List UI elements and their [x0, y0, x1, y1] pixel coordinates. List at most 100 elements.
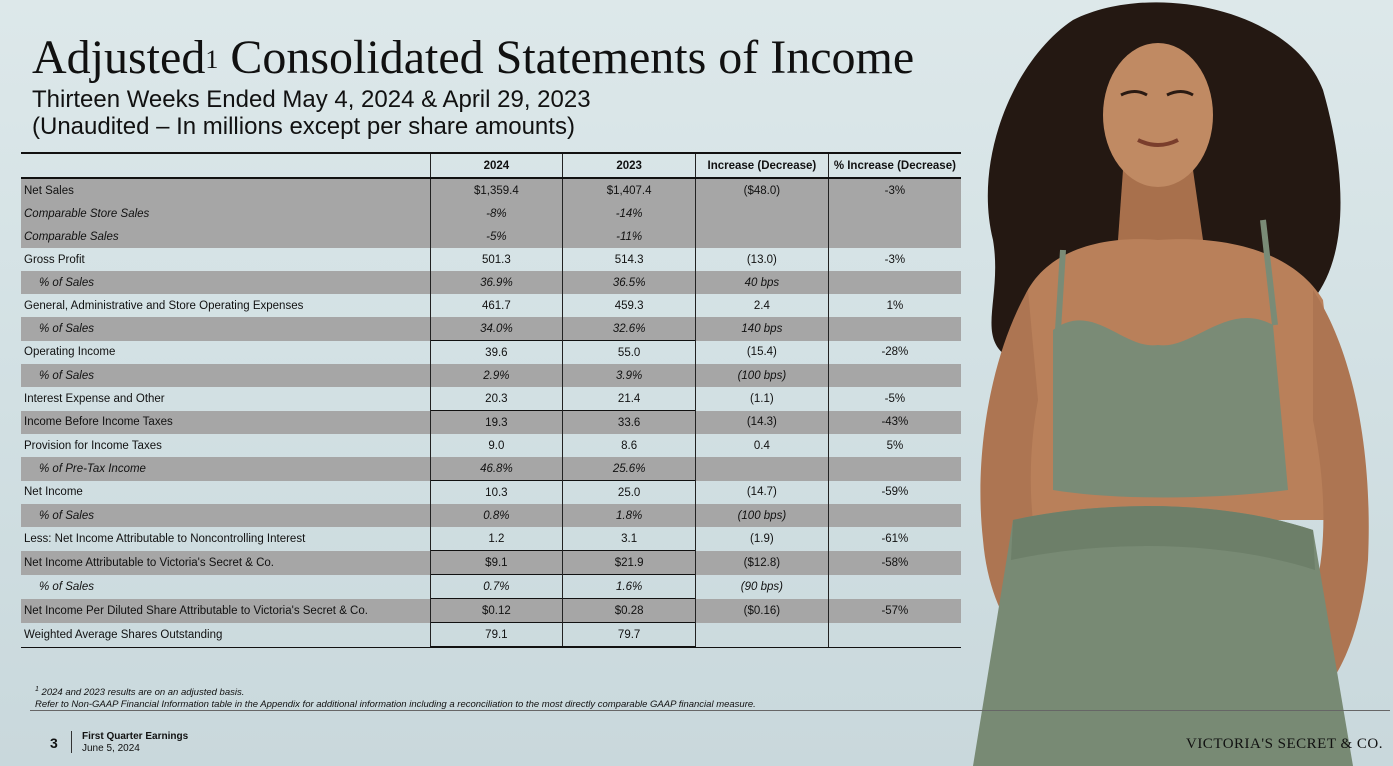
- cell-pct: [827, 317, 961, 341]
- page-title: Adjusted1 Consolidated Statements of Inc…: [32, 31, 915, 84]
- table-row: % of Sales 34.0% 32.6% 140 bps: [21, 317, 961, 341]
- cell-2023: $21.9: [562, 550, 696, 575]
- footer-divider: [30, 710, 1390, 711]
- cell-change: [695, 457, 829, 481]
- cell-change: (14.7): [695, 480, 829, 504]
- cell-pct: [827, 574, 961, 599]
- cell-2023: $0.28: [562, 598, 696, 623]
- row-label: Net Income Per Diluted Share Attributabl…: [21, 598, 430, 623]
- cell-change: (1.1): [695, 387, 829, 411]
- shorts: [973, 506, 1353, 766]
- cell-change: (13.0): [695, 248, 829, 271]
- row-label: % of Sales: [21, 364, 430, 387]
- table-row: Operating Income 39.6 55.0 (15.4) -28%: [21, 340, 961, 364]
- table-row: Interest Expense and Other 20.3 21.4 (1.1) -…: [21, 387, 961, 411]
- table-row: Comparable Store Sales -8% -14%: [21, 202, 961, 225]
- cell-change: 40 bps: [695, 271, 829, 294]
- cell-2023: 21.4: [562, 387, 696, 411]
- cell-change: (1.9): [695, 527, 829, 551]
- cell-2024: $9.1: [429, 550, 563, 575]
- row-label: Income Before Income Taxes: [21, 410, 430, 434]
- row-label: General, Administrative and Store Operat…: [24, 299, 304, 312]
- row-label: Gross Profit: [24, 253, 85, 266]
- row-label: % of Sales: [21, 504, 430, 527]
- row-label: Net Income: [24, 486, 83, 499]
- row-label: Weighted Average Shares Outstanding: [21, 622, 430, 648]
- header-2023: 2023: [562, 152, 696, 179]
- model-photo: [973, 2, 1369, 766]
- cell-2023: 79.7: [562, 622, 696, 648]
- row-label: Net Income Attributable to Victoria's Se…: [21, 550, 430, 575]
- cell-2024: 9.0: [429, 434, 563, 457]
- cell-2024: 461.7: [429, 294, 563, 317]
- income-statement-table: 2024 2023 Increase (Decrease) % Increase…: [21, 152, 961, 648]
- cell-2023: $1,407.4: [562, 178, 696, 202]
- row-label: Operating Income: [24, 346, 116, 359]
- cell-pct: [827, 457, 961, 481]
- cell-2024: 0.8%: [429, 504, 563, 527]
- row-label: Provision for Income Taxes: [24, 439, 162, 452]
- table-header-row: 2024 2023 Increase (Decrease) % Increase…: [21, 152, 961, 179]
- cell-change: (14.3): [695, 410, 829, 434]
- cell-pct: [827, 271, 961, 294]
- page-subtitle: Thirteen Weeks Ended May 4, 2024 & April…: [32, 86, 591, 140]
- table-row: Less: Net Income Attributable to Noncont…: [21, 527, 961, 551]
- cell-change: [695, 622, 829, 648]
- cell-pct: -61%: [827, 527, 961, 551]
- cell-2024: -5%: [429, 225, 563, 248]
- table-row: Weighted Average Shares Outstanding 79.1 7…: [21, 622, 961, 648]
- cell-2024: 2.9%: [429, 364, 563, 387]
- cell-pct: -28%: [827, 340, 961, 364]
- cell-pct: [827, 225, 961, 248]
- subtitle-units: (Unaudited – In millions except per shar…: [32, 113, 575, 140]
- subtitle-period: Thirteen Weeks Ended May 4, 2024 & April…: [32, 86, 591, 113]
- table-row: Comparable Sales -5% -11%: [21, 225, 961, 248]
- cell-2024: 19.3: [429, 410, 563, 434]
- table-row: Income Before Income Taxes 19.3 33.6 (14.3)…: [21, 410, 961, 434]
- table-row: Provision for Income Taxes 9.0 8.6 0.4 5%: [21, 434, 961, 457]
- table-row: General, Administrative and Store Operat…: [21, 294, 961, 317]
- cell-2023: 1.6%: [562, 574, 696, 599]
- cell-2024: 36.9%: [429, 271, 563, 294]
- table-row: Net Income Attributable to Victoria's Se…: [21, 550, 961, 575]
- cell-change: ($0.16): [695, 598, 829, 623]
- cell-pct: -57%: [827, 598, 961, 623]
- cell-2024: -8%: [429, 202, 563, 225]
- cell-2023: 33.6: [562, 410, 696, 434]
- cell-change: 2.4: [695, 294, 829, 317]
- cell-pct: 5%: [827, 434, 961, 457]
- cell-2023: 459.3: [562, 294, 696, 317]
- cell-2024: 0.7%: [429, 574, 563, 599]
- cell-pct: [827, 202, 961, 225]
- cell-2023: 514.3: [562, 248, 696, 271]
- cell-2024: 1.2: [429, 527, 563, 551]
- cell-change: 140 bps: [695, 317, 829, 341]
- table-row: % of Sales 0.8% 1.8% (100 bps): [21, 504, 961, 527]
- cell-2023: 55.0: [562, 340, 696, 364]
- cell-2023: -11%: [562, 225, 696, 248]
- table-row: Net Sales $1,359.4 $1,407.4 ($48.0) -3%: [21, 178, 961, 202]
- table-row: Gross Profit 501.3 514.3 (13.0) -3%: [21, 248, 961, 271]
- cell-2024: 34.0%: [429, 317, 563, 341]
- cell-2023: 1.8%: [562, 504, 696, 527]
- row-label: % of Sales: [39, 580, 94, 593]
- row-label: % of Pre-Tax Income: [21, 457, 430, 481]
- header-2024: 2024: [429, 152, 563, 179]
- page-number: 3: [50, 735, 58, 751]
- cell-2024: 79.1: [429, 622, 563, 648]
- cell-2023: 3.1: [562, 527, 696, 551]
- cell-2023: 32.6%: [562, 317, 696, 341]
- cell-change: 0.4: [695, 434, 829, 457]
- cell-2023: 25.0: [562, 480, 696, 504]
- row-label: Comparable Sales: [21, 225, 430, 248]
- row-label: Net Sales: [21, 178, 430, 202]
- cell-change: (100 bps): [695, 504, 829, 527]
- cell-pct: -43%: [827, 410, 961, 434]
- footer-doc-title: First Quarter Earnings: [82, 731, 189, 742]
- face: [1103, 43, 1213, 187]
- header-label: [21, 152, 430, 179]
- cell-change: (100 bps): [695, 364, 829, 387]
- row-label: Interest Expense and Other: [24, 392, 165, 405]
- header-change: Increase (Decrease): [695, 152, 829, 179]
- cell-pct: -5%: [827, 387, 961, 411]
